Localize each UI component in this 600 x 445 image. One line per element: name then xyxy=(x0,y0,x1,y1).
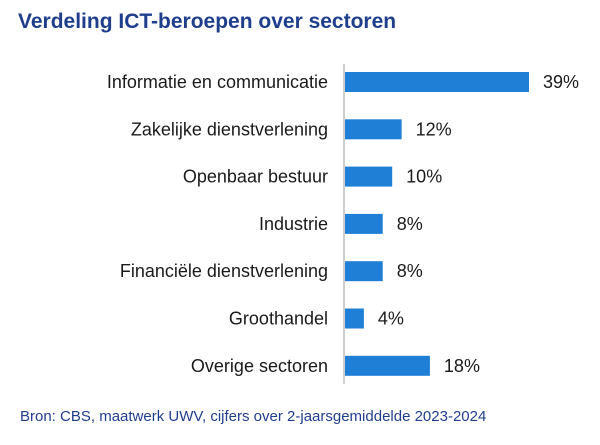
bar xyxy=(345,355,430,376)
value-label: 12% xyxy=(416,119,452,139)
value-label: 4% xyxy=(378,309,404,329)
value-label: 8% xyxy=(397,214,423,234)
bar xyxy=(345,213,383,234)
bar xyxy=(345,308,364,329)
bar xyxy=(345,166,393,187)
source-note: Bron: CBS, maatwerk UWV, cijfers over 2-… xyxy=(20,408,487,425)
chart-title: Verdeling ICT-beroepen over sectoren xyxy=(18,10,397,33)
value-label: 10% xyxy=(406,167,442,187)
bar xyxy=(345,261,383,282)
category-label: Financiële dienstverlening xyxy=(120,261,328,281)
category-label: Overige sectoren xyxy=(191,356,328,376)
bar xyxy=(345,119,402,140)
value-label: 18% xyxy=(444,356,480,376)
category-label: Groothandel xyxy=(229,309,328,329)
value-label: 8% xyxy=(397,261,423,281)
category-label: Informatie en communicatie xyxy=(107,72,328,92)
category-label: Industrie xyxy=(259,214,328,234)
category-label: Zakelijke dienstverlening xyxy=(131,119,328,139)
category-label: Openbaar bestuur xyxy=(183,167,328,187)
bar xyxy=(345,72,529,92)
value-label: 39% xyxy=(543,72,579,92)
